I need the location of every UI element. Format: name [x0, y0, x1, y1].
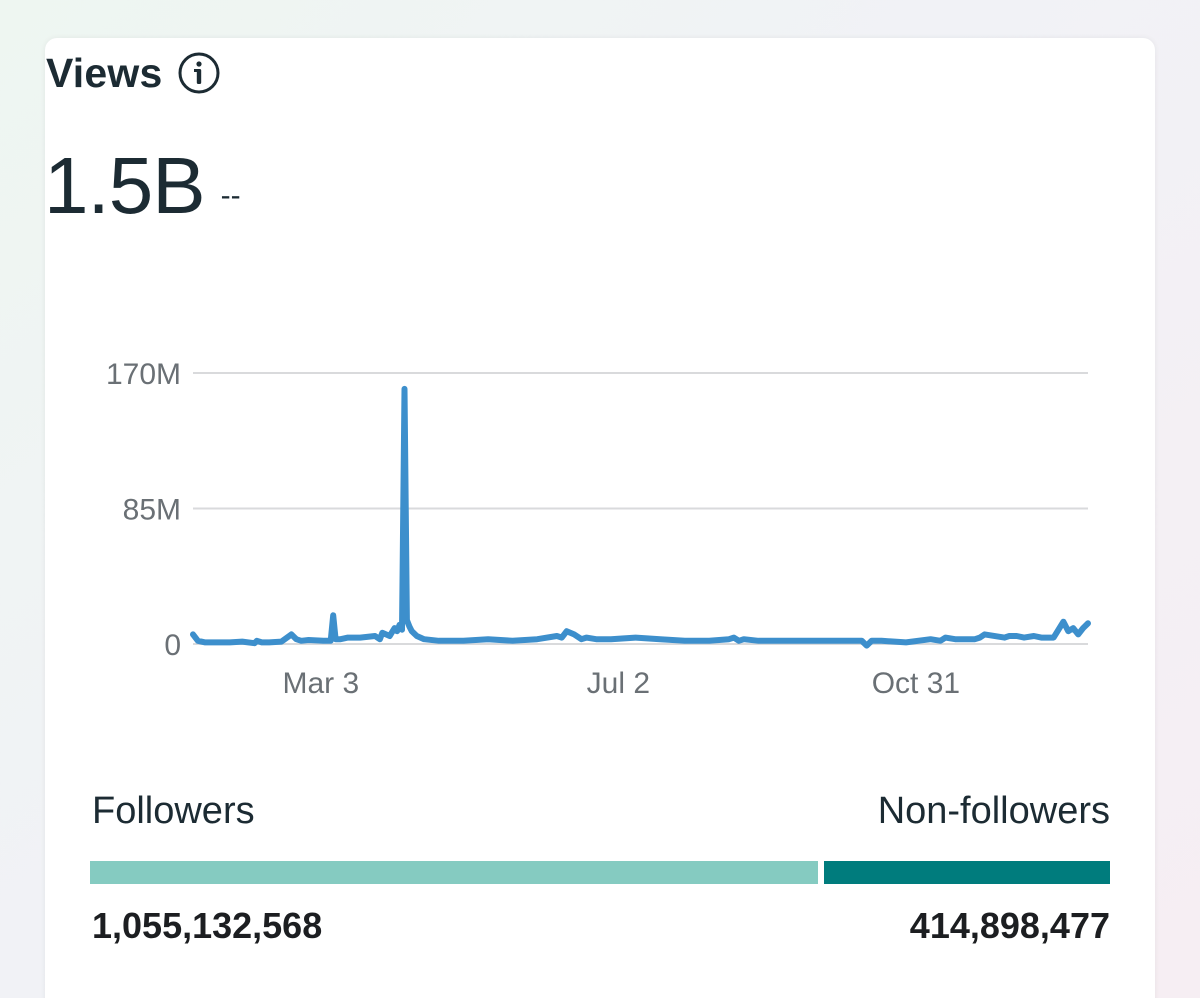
- total-row: 1.5B --: [44, 140, 241, 232]
- followers-count: 1,055,132,568: [92, 905, 323, 946]
- followers-bar: [90, 861, 818, 884]
- followers-label: Followers: [92, 790, 255, 832]
- title-row: Views: [46, 48, 221, 98]
- total-views: 1.5B: [44, 141, 206, 230]
- non-followers-bar: [823, 861, 1110, 884]
- card-title: Views: [46, 49, 163, 96]
- non-followers-label: Non-followers: [877, 790, 1110, 832]
- non-followers-count: 414,898,477: [909, 905, 1110, 946]
- info-icon[interactable]: [177, 51, 221, 95]
- total-delta: --: [220, 179, 241, 212]
